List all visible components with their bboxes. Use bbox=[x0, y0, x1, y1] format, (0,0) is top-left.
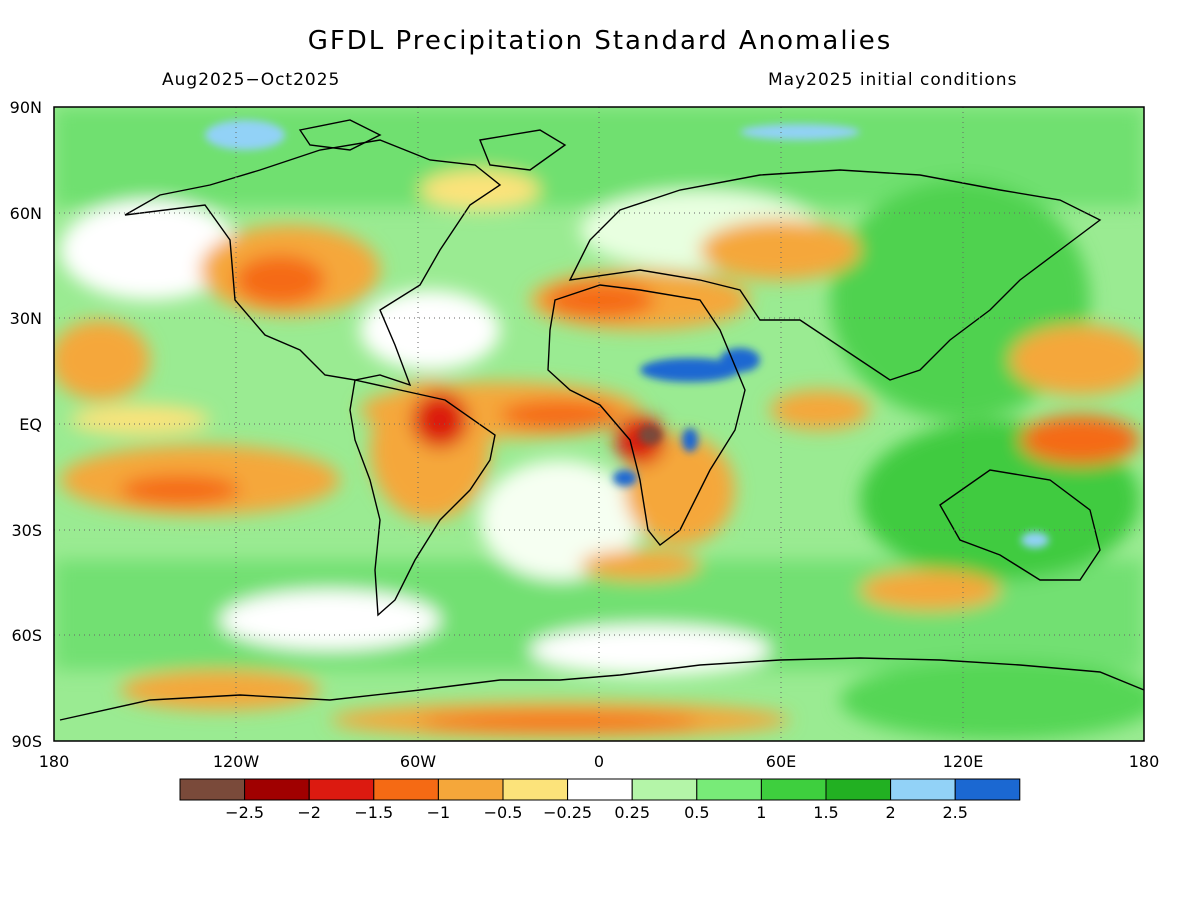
anomaly-field bbox=[54, 107, 1144, 741]
initial-conditions: May2025 initial conditions bbox=[768, 70, 1018, 90]
lat-label: 60S bbox=[11, 626, 42, 645]
map-frame bbox=[53, 106, 1145, 742]
colorbar-swatch bbox=[244, 778, 310, 801]
lat-label: 90S bbox=[11, 732, 42, 751]
colorbar-swatch bbox=[373, 778, 439, 801]
coastlines bbox=[59, 119, 1144, 721]
lon-label: 180 bbox=[1129, 752, 1160, 771]
lon-label: 60E bbox=[766, 752, 796, 771]
colorbar-swatch bbox=[437, 778, 504, 801]
colorbar-label: −1 bbox=[427, 803, 451, 822]
colorbar-swatch bbox=[502, 778, 569, 801]
lat-label: EQ bbox=[19, 415, 42, 434]
colorbar-label: 0.5 bbox=[684, 803, 709, 822]
lon-label: 0 bbox=[594, 752, 604, 771]
forecast-period: Aug2025−Oct2025 bbox=[162, 70, 341, 90]
colorbar: −2.5 −2 −1.5 −1 −0.5 −0.25 0.25 0.5 1 1.5 2 2.5 bbox=[179, 778, 1021, 822]
colorbar-label: 1.5 bbox=[813, 803, 838, 822]
colorbar-swatch bbox=[760, 778, 827, 801]
colorbar-label: −0.5 bbox=[484, 803, 523, 822]
lat-label: 30N bbox=[10, 309, 42, 328]
colorbar-swatch bbox=[696, 778, 762, 801]
colorbar-label: 1 bbox=[756, 803, 766, 822]
lat-label: 60N bbox=[10, 204, 42, 223]
lon-axis: 180 120W 60W 0 60E 120E 180 bbox=[39, 752, 1160, 771]
colorbar-swatch bbox=[890, 778, 956, 801]
colorbar-swatch bbox=[308, 778, 375, 801]
lat-label: 90N bbox=[10, 98, 42, 117]
colorbar-label: −2.5 bbox=[225, 803, 264, 822]
colorbar-swatch bbox=[631, 778, 698, 801]
colorbar-swatch bbox=[567, 778, 633, 801]
colorbar-label: −0.25 bbox=[543, 803, 592, 822]
colorbar-swatch bbox=[954, 778, 1021, 801]
colorbar-label: −2 bbox=[297, 803, 321, 822]
map-title: GFDL Precipitation Standard Anomalies bbox=[307, 26, 893, 56]
colorbar-label: 2 bbox=[886, 803, 896, 822]
lat-label: 30S bbox=[11, 521, 42, 540]
colorbar-swatch bbox=[825, 778, 892, 801]
lon-label: 180 bbox=[39, 752, 70, 771]
colorbar-label: 2.5 bbox=[942, 803, 967, 822]
lat-axis: 90N 60N 30N EQ 30S 60S 90S bbox=[10, 98, 42, 751]
colorbar-label: −1.5 bbox=[354, 803, 393, 822]
lon-label: 120E bbox=[943, 752, 984, 771]
colorbar-swatch bbox=[179, 778, 246, 801]
colorbar-label: 0.25 bbox=[614, 803, 650, 822]
lon-label: 120W bbox=[213, 752, 260, 771]
graticule bbox=[54, 107, 1144, 741]
lon-label: 60W bbox=[400, 752, 436, 771]
